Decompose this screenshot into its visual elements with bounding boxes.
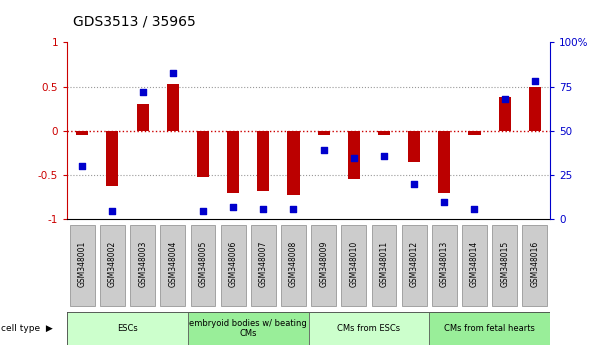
FancyBboxPatch shape: [281, 225, 306, 306]
Point: [198, 208, 208, 213]
Bar: [257, 131, 269, 191]
Text: CMs from fetal hearts: CMs from fetal hearts: [444, 324, 535, 333]
Text: GSM348012: GSM348012: [409, 241, 419, 287]
Point: [258, 206, 268, 212]
FancyBboxPatch shape: [221, 225, 246, 306]
FancyBboxPatch shape: [402, 225, 426, 306]
Text: GSM348004: GSM348004: [168, 240, 177, 287]
Text: CMs from ESCs: CMs from ESCs: [337, 324, 400, 333]
Text: ESCs: ESCs: [117, 324, 138, 333]
Text: GSM348013: GSM348013: [440, 240, 449, 287]
Bar: [287, 131, 299, 195]
Point: [470, 206, 480, 212]
Bar: [318, 131, 330, 136]
FancyBboxPatch shape: [70, 225, 95, 306]
FancyBboxPatch shape: [342, 225, 366, 306]
Bar: [408, 131, 420, 162]
Bar: [348, 131, 360, 179]
Bar: [106, 131, 119, 186]
FancyBboxPatch shape: [130, 225, 155, 306]
Text: cell type  ▶: cell type ▶: [1, 324, 53, 333]
Bar: [76, 131, 89, 135]
Text: GSM348016: GSM348016: [530, 240, 540, 287]
Point: [229, 204, 238, 210]
Point: [500, 96, 510, 102]
Text: GDS3513 / 35965: GDS3513 / 35965: [73, 14, 196, 28]
Point: [78, 164, 87, 169]
FancyBboxPatch shape: [371, 225, 397, 306]
FancyBboxPatch shape: [462, 225, 487, 306]
Point: [409, 181, 419, 187]
Text: GSM348009: GSM348009: [319, 240, 328, 287]
FancyBboxPatch shape: [251, 225, 276, 306]
Bar: [197, 131, 209, 177]
Point: [137, 89, 147, 95]
FancyBboxPatch shape: [311, 225, 336, 306]
Point: [108, 208, 117, 213]
Bar: [137, 104, 148, 131]
Bar: [469, 131, 480, 136]
FancyBboxPatch shape: [161, 225, 185, 306]
Bar: [529, 87, 541, 131]
Bar: [227, 131, 239, 193]
Bar: [499, 97, 511, 131]
Text: GSM348002: GSM348002: [108, 240, 117, 287]
FancyBboxPatch shape: [309, 312, 429, 345]
Point: [439, 199, 449, 205]
FancyBboxPatch shape: [100, 225, 125, 306]
FancyBboxPatch shape: [191, 225, 215, 306]
Text: GSM348014: GSM348014: [470, 240, 479, 287]
Bar: [167, 84, 179, 131]
Bar: [378, 131, 390, 135]
FancyBboxPatch shape: [429, 312, 550, 345]
Point: [319, 148, 329, 153]
Point: [349, 155, 359, 160]
Point: [288, 206, 298, 212]
Text: GSM348011: GSM348011: [379, 241, 389, 287]
Text: GSM348008: GSM348008: [289, 240, 298, 287]
Text: GSM348010: GSM348010: [349, 240, 358, 287]
Point: [530, 79, 540, 84]
Text: embryoid bodies w/ beating
CMs: embryoid bodies w/ beating CMs: [189, 319, 307, 338]
Text: GSM348001: GSM348001: [78, 240, 87, 287]
Text: GSM348015: GSM348015: [500, 240, 509, 287]
Point: [168, 70, 178, 75]
Text: GSM348005: GSM348005: [199, 240, 208, 287]
Text: GSM348007: GSM348007: [259, 240, 268, 287]
FancyBboxPatch shape: [67, 312, 188, 345]
FancyBboxPatch shape: [522, 225, 547, 306]
Text: GSM348003: GSM348003: [138, 240, 147, 287]
Text: GSM348006: GSM348006: [229, 240, 238, 287]
Point: [379, 153, 389, 159]
FancyBboxPatch shape: [492, 225, 517, 306]
FancyBboxPatch shape: [188, 312, 309, 345]
FancyBboxPatch shape: [432, 225, 456, 306]
Bar: [438, 131, 450, 193]
